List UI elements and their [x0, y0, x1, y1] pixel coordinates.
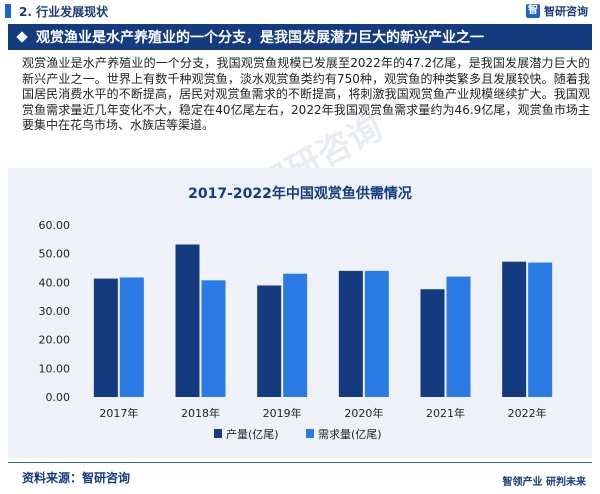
- bar-output: [338, 270, 363, 397]
- y-tick-label: 50.00: [39, 248, 71, 261]
- y-tick-label: 10.00: [39, 362, 71, 375]
- y-tick-label: 40.00: [39, 276, 71, 289]
- bar-demand: [446, 276, 471, 397]
- y-tick-label: 60.00: [39, 219, 71, 232]
- bar-demand: [201, 280, 226, 397]
- headline-banner: 观赏渔业是水产养殖业的一个分支，是我国发展潜力巨大的新兴产业之一: [8, 24, 592, 50]
- footer: 资料来源：智研咨询 智领产业 研判未来: [0, 462, 600, 494]
- bar-demand: [364, 270, 389, 397]
- chart-title: 2017-2022年中国观赏鱼供需情况: [188, 185, 412, 202]
- logo-text: 智研咨询: [544, 5, 588, 18]
- section-title: 2. 行业发展现状: [19, 4, 109, 19]
- y-tick-label: 30.00: [39, 305, 71, 318]
- footer-divider: [8, 462, 592, 463]
- legend-swatch: [214, 429, 222, 438]
- brand-logo: 智 智研咨询: [526, 3, 588, 19]
- legend-swatch: [306, 429, 314, 438]
- logo-icon: 智: [526, 4, 540, 18]
- x-tick-label: 2022年: [508, 406, 547, 420]
- bar-demand: [528, 262, 553, 397]
- bar-output: [257, 285, 282, 397]
- x-tick-label: 2018年: [181, 406, 220, 420]
- bar-demand: [283, 273, 308, 397]
- section-marker: [5, 4, 11, 18]
- diamond-bullet-icon: [16, 31, 28, 43]
- bar-output: [420, 289, 445, 397]
- source-note: 资料来源：智研咨询: [22, 471, 131, 485]
- y-tick-label: 0.00: [46, 391, 71, 404]
- bar-output: [175, 244, 200, 397]
- legend-label: 产量(亿尾): [226, 427, 279, 441]
- bar-chart: 2017-2022年中国观赏鱼供需情况 0.00 10.00 20.00 30.00 40…: [39, 185, 553, 441]
- legend-label: 需求量(亿尾): [318, 428, 382, 441]
- x-tick-label: 2017年: [99, 406, 138, 420]
- x-tick-label: 2020年: [344, 406, 383, 420]
- footer-slogan: 智领产业 研判未来: [502, 477, 586, 488]
- bar-output: [502, 261, 527, 397]
- bar-demand: [119, 277, 144, 397]
- bar-output: [93, 278, 118, 397]
- x-tick-label: 2021年: [426, 406, 465, 420]
- body-paragraph: 观赏渔业是水产养殖业的一个分支，我国观赏鱼规模已发展至2022年的47.2亿尾，…: [22, 56, 590, 132]
- y-tick-label: 20.00: [39, 334, 71, 347]
- chart-panel: 2017-2022年中国观赏鱼供需情况 0.00 10.00 20.00 30.00 40…: [8, 168, 592, 458]
- x-tick-label: 2019年: [263, 406, 302, 420]
- section-header: 2. 行业发展现状 智 智研咨询: [0, 0, 600, 22]
- headline-text: 观赏渔业是水产养殖业的一个分支，是我国发展潜力巨大的新兴产业之一: [36, 30, 484, 46]
